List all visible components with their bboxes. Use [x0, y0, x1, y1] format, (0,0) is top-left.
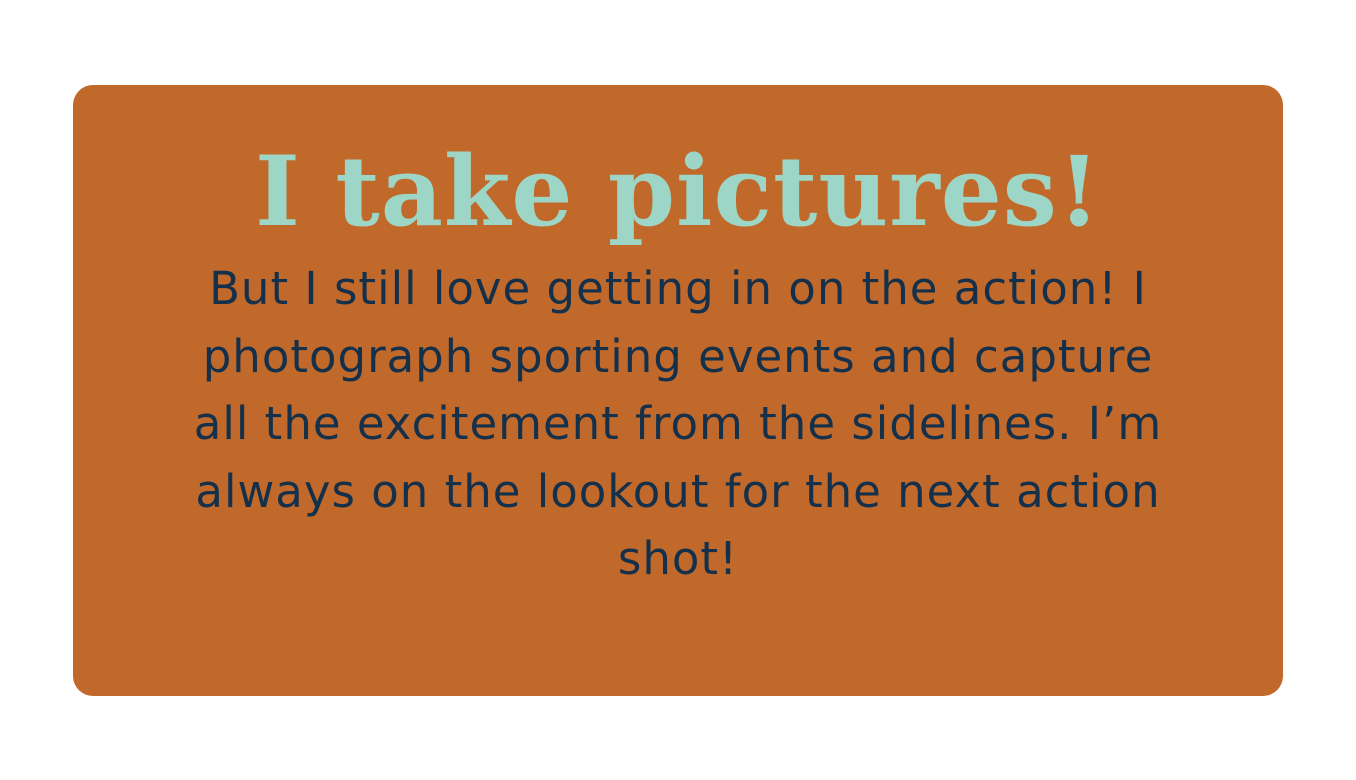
card-body-text: But I still love getting in on the actio…: [193, 262, 1163, 586]
info-card: I take pictures! But I still love gettin…: [73, 85, 1283, 696]
card-title: I take pictures!: [255, 135, 1101, 248]
